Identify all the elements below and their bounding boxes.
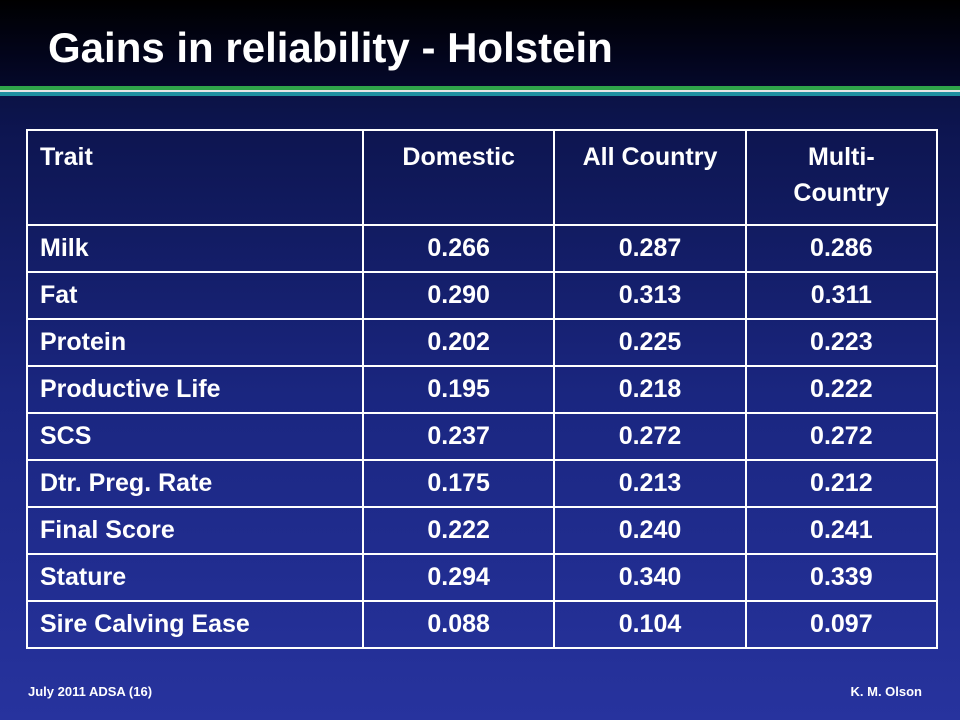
all-country-cell: 0.104 [553,600,747,649]
trait-cell: Dtr. Preg. Rate [26,459,364,508]
multi-country-cell: 0.212 [744,459,939,508]
domestic-cell: 0.222 [361,506,556,555]
table-row: Productive Life 0.195 0.218 0.222 [26,365,939,414]
table-header-row: Trait Domestic All Country Multi- Countr… [26,129,939,226]
table-body: Milk 0.266 0.287 0.286 Fat 0.290 0.313 0… [26,224,939,649]
all-country-cell: 0.218 [553,365,747,414]
trait-cell: SCS [26,412,364,461]
all-country-cell: 0.213 [553,459,747,508]
domestic-cell: 0.088 [361,600,556,649]
table-row: Dtr. Preg. Rate 0.175 0.213 0.212 [26,459,939,508]
table-row: Protein 0.202 0.225 0.223 [26,318,939,367]
table-row: Sire Calving Ease 0.088 0.104 0.097 [26,600,939,649]
multi-country-cell: 0.223 [744,318,939,367]
title-divider-green [0,86,960,90]
multi-country-cell: 0.097 [744,600,939,649]
table-row: Fat 0.290 0.313 0.311 [26,271,939,320]
footer-author-label: K. M. Olson [850,684,923,699]
domestic-cell: 0.294 [361,553,556,602]
table-row: Final Score 0.222 0.240 0.241 [26,506,939,555]
multi-country-cell: 0.241 [744,506,939,555]
column-header-domestic: Domestic [361,129,556,226]
reliability-table: Trait Domestic All Country Multi- Countr… [26,129,939,649]
multi-country-cell: 0.311 [744,271,939,320]
trait-cell: Protein [26,318,364,367]
all-country-cell: 0.287 [553,224,747,273]
domestic-cell: 0.195 [361,365,556,414]
multi-country-cell: 0.272 [744,412,939,461]
trait-cell: Milk [26,224,364,273]
domestic-cell: 0.175 [361,459,556,508]
table-row: SCS 0.237 0.272 0.272 [26,412,939,461]
trait-cell: Productive Life [26,365,364,414]
multi-country-cell: 0.339 [744,553,939,602]
domestic-cell: 0.290 [361,271,556,320]
all-country-cell: 0.313 [553,271,747,320]
domestic-cell: 0.202 [361,318,556,367]
all-country-cell: 0.272 [553,412,747,461]
trait-cell: Final Score [26,506,364,555]
multi-country-cell: 0.222 [744,365,939,414]
column-header-trait: Trait [26,129,364,226]
title-divider-white [0,90,960,92]
multi-country-cell: 0.286 [744,224,939,273]
title-bar: Gains in reliability - Holstein [0,0,960,88]
title-divider-teal [0,92,960,96]
all-country-cell: 0.340 [553,553,747,602]
column-header-multi-country: Multi- Country [744,129,939,226]
table-row: Milk 0.266 0.287 0.286 [26,224,939,273]
all-country-cell: 0.240 [553,506,747,555]
footer-date-label: July 2011 ADSA (16) [28,684,153,699]
trait-cell: Stature [26,553,364,602]
page-title: Gains in reliability - Holstein [48,24,613,71]
trait-cell: Sire Calving Ease [26,600,364,649]
domestic-cell: 0.237 [361,412,556,461]
table-row: Stature 0.294 0.340 0.339 [26,553,939,602]
column-header-all-country: All Country [553,129,747,226]
trait-cell: Fat [26,271,364,320]
domestic-cell: 0.266 [361,224,556,273]
all-country-cell: 0.225 [553,318,747,367]
